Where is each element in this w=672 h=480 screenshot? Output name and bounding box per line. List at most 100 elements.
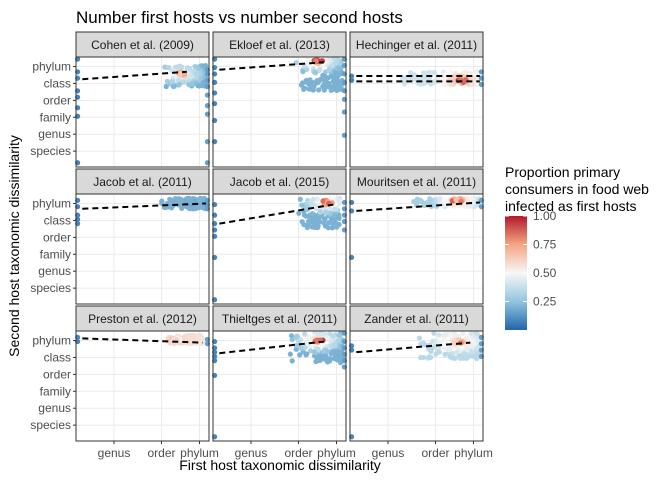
data-point [475,338,481,344]
data-point [176,82,182,88]
data-point [470,76,477,82]
data-point [426,69,433,75]
panel-border [349,56,484,168]
y-tick-label: species [30,144,71,158]
data-point [470,81,476,87]
facet-strip-label: Preston et al. (2012) [88,312,197,326]
data-point [331,342,337,348]
data-point [415,198,421,205]
x-tick-label: order [147,446,175,460]
trend-line [82,202,206,210]
facet-strip-label: Zander et al. (2011) [364,312,469,326]
data-point [470,338,477,344]
data-point [189,334,195,341]
data-point [302,85,308,91]
facet-strip-label: Mouritsen et al. (2011) [357,175,476,189]
data-point [310,196,316,202]
data-point [187,73,193,79]
facet-panel: Zander et al. (2011) [348,305,485,442]
trend-line [82,70,187,81]
chart-title: Number first hosts vs number second host… [76,8,403,27]
data-point [333,81,339,88]
legend-title-line-3: infected as first hosts [505,198,637,214]
data-point [336,66,342,72]
data-point [297,196,303,202]
data-point [316,87,322,93]
data-point [465,203,471,209]
data-point [331,356,338,362]
data-point [323,209,330,216]
data-point [187,199,193,206]
data-point [304,59,310,66]
data-point [163,83,169,90]
data-point [436,196,442,202]
panel-border [75,56,210,168]
data-point [289,358,295,364]
color-legend: Proportion primary consumers in food web… [505,164,649,330]
y-tick-label: phylum [32,334,71,348]
facet-panel: Jacob et al. (2011) [74,168,211,305]
data-point [316,215,322,222]
data-point [330,86,336,92]
facet-strip [349,168,484,195]
data-point [316,78,322,84]
data-point [169,79,175,85]
facet-panel: Mouritsen et al. (2011) [348,168,485,305]
data-point [458,354,464,360]
facet-panel: Thieltges et al. (2011) [211,305,348,442]
x-tick-label: order [421,446,449,460]
data-point [296,210,302,216]
data-point [468,349,474,355]
data-point [411,198,417,205]
data-point [454,349,460,355]
x-tick-label: genus [98,446,131,460]
data-point [331,333,337,339]
data-point [460,330,466,337]
data-point [468,331,474,337]
y-tick-label: genus [38,264,71,278]
x-tick-label: genus [372,446,405,460]
data-point [455,333,461,340]
data-point [303,204,309,210]
legend-colorbar [505,216,527,330]
data-point [179,64,185,70]
y-tick-label: class [44,213,71,227]
data-point [171,83,177,90]
facet-strip [349,31,484,58]
data-point [297,352,303,358]
panel-border [349,330,484,442]
y-tick-label: phylum [32,60,71,74]
facet-strip-label: Hechinger et al. (2011) [356,38,477,52]
data-point [317,66,323,72]
data-point [436,345,442,351]
data-point [444,71,450,77]
y-tick-label: order [43,367,71,381]
data-point [331,77,337,83]
data-point [310,80,316,86]
y-tick-label: species [30,281,71,295]
data-point [473,334,479,340]
data-point [302,331,308,337]
data-point [305,334,312,340]
data-point [321,81,327,87]
data-point [451,330,458,336]
data-point [199,337,205,344]
trend-line [356,341,471,354]
data-point [186,82,192,88]
data-point [421,70,427,76]
panel-background [76,331,209,441]
panel-background [76,194,209,304]
data-point [332,206,338,212]
x-tick-label: genus [235,446,268,460]
data-point [442,337,448,343]
facet-strip [349,305,484,332]
data-point [418,341,424,347]
data-point [436,349,442,355]
facet-panel: Preston et al. (2012) [74,305,211,442]
facet-strip-label: Jacob et al. (2015) [230,175,329,189]
data-point [428,81,434,87]
data-point [337,360,344,366]
data-point [324,348,331,354]
y-tick-label: family [40,384,71,398]
y-tick-label: genus [38,401,71,415]
